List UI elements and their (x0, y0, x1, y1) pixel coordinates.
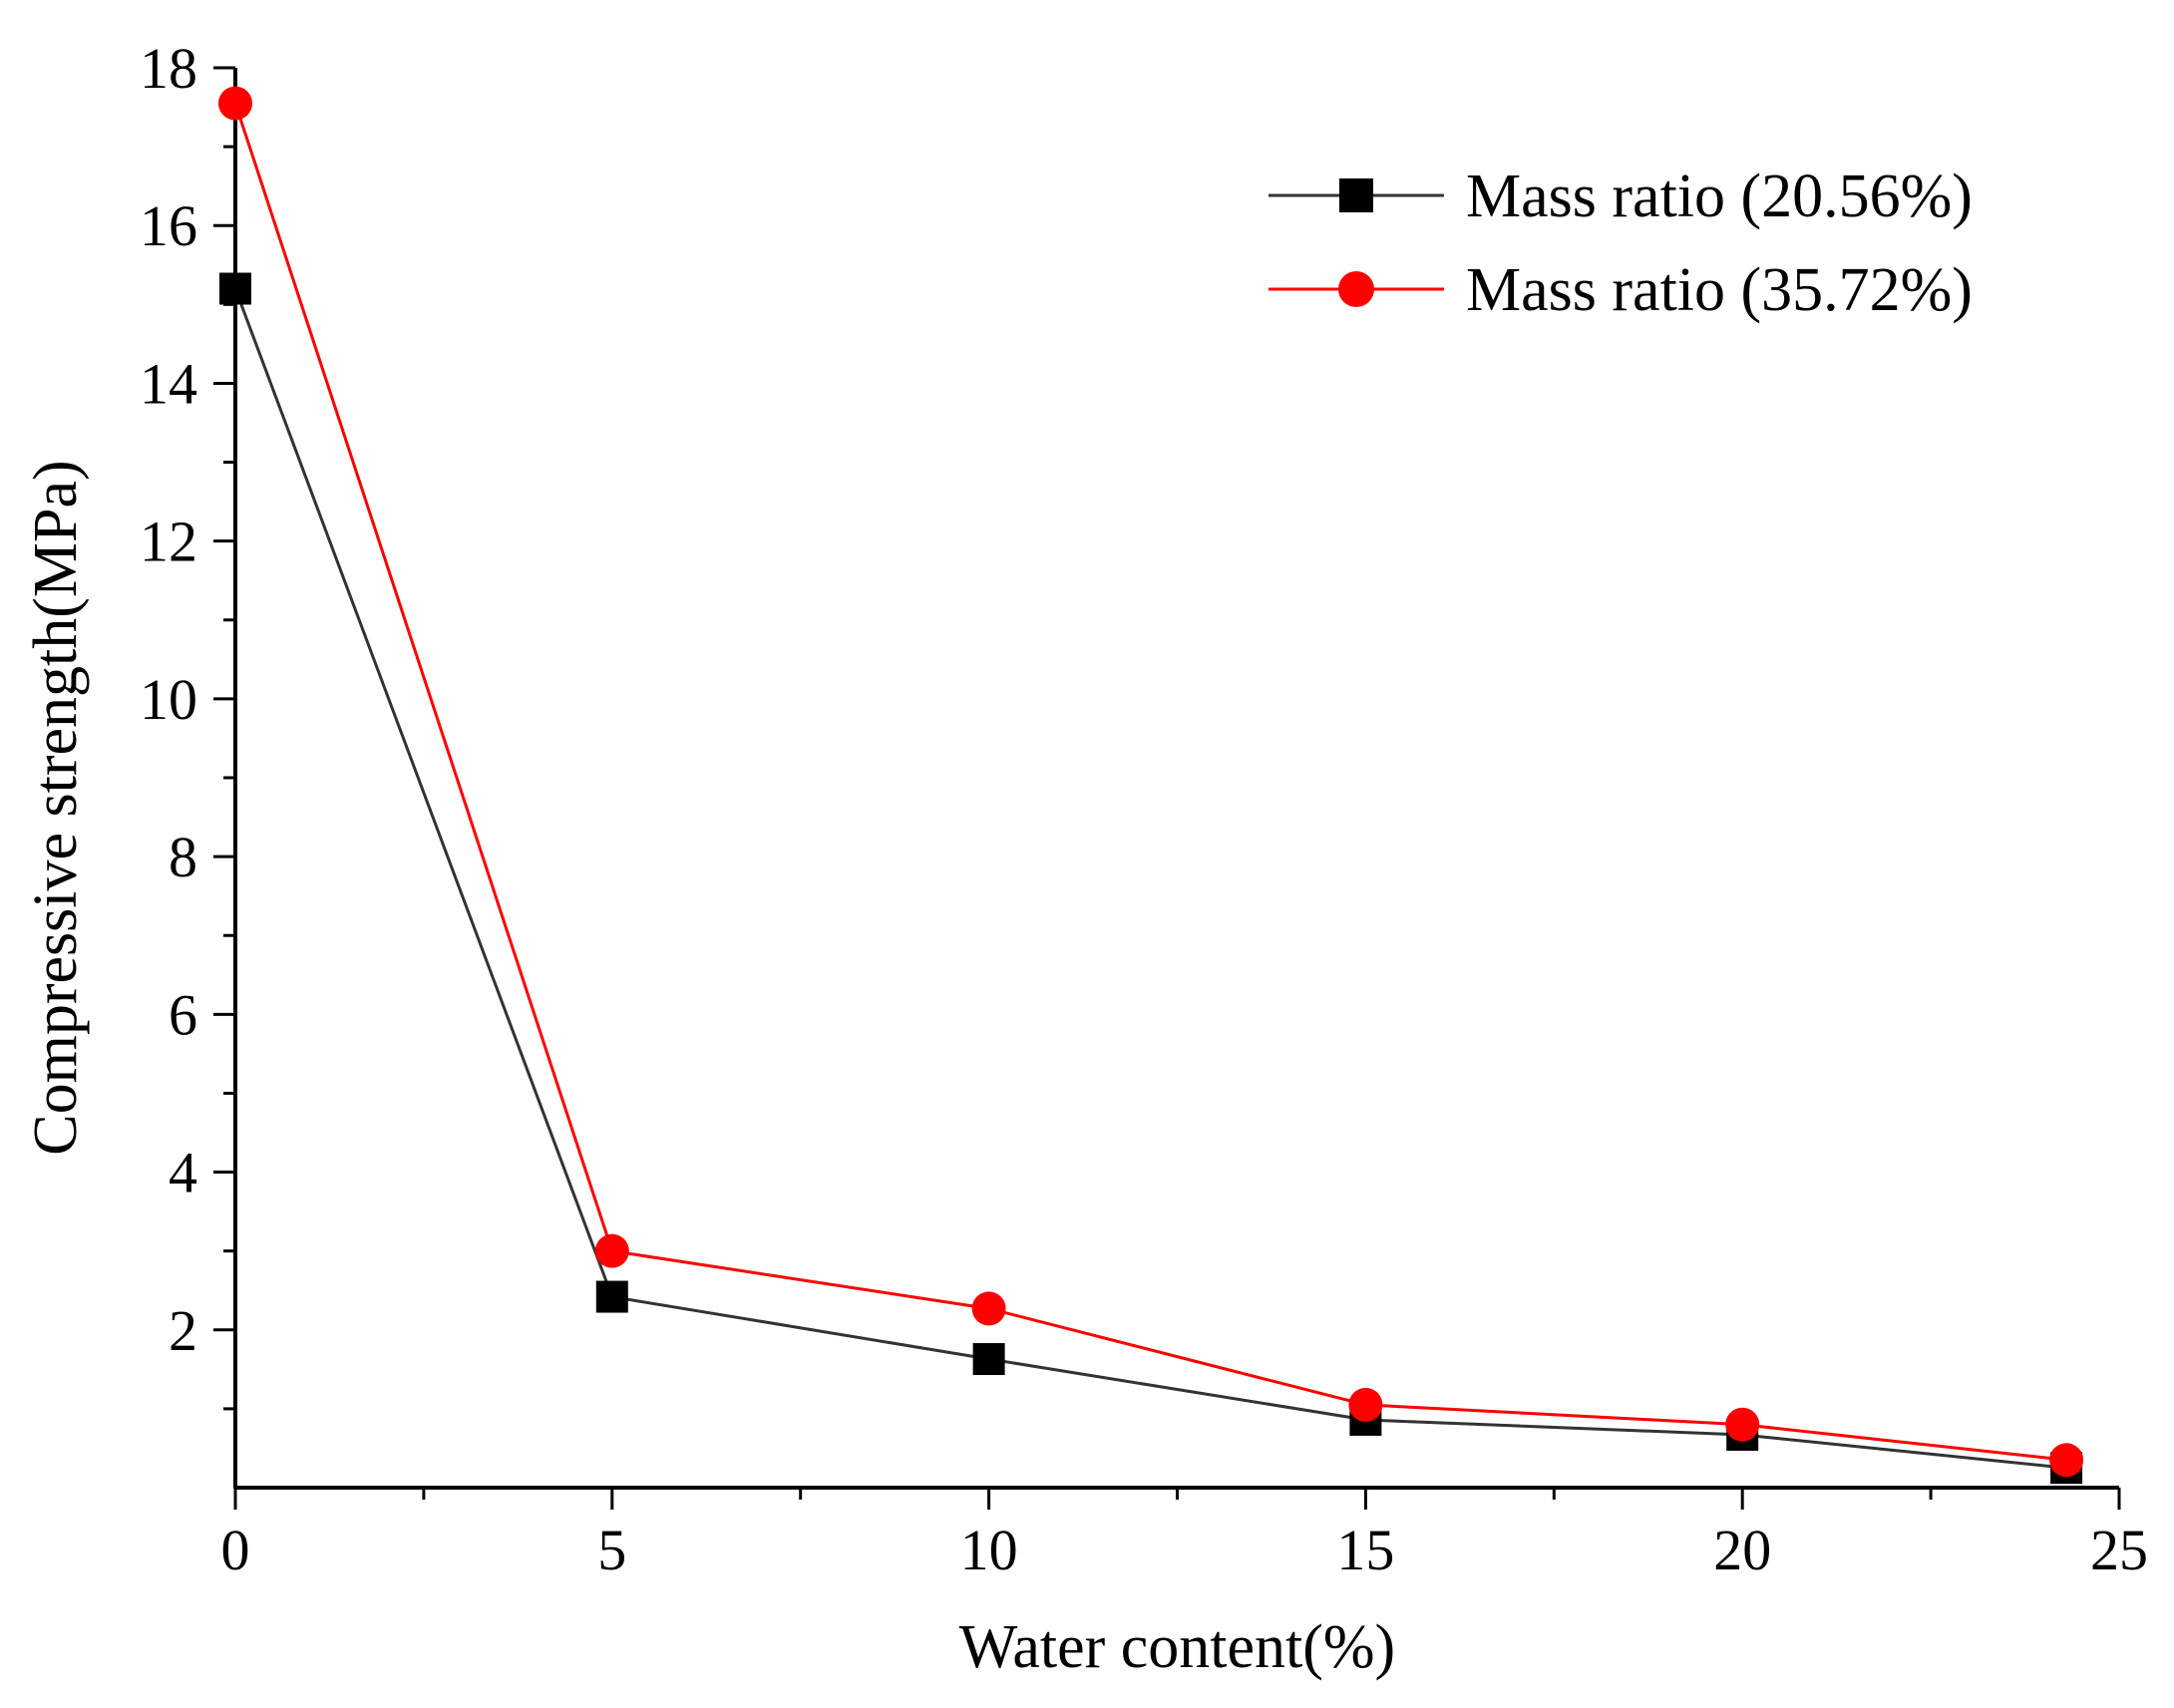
series-2-point (971, 1291, 1006, 1326)
y-tick-label: 16 (140, 193, 197, 258)
y-tick-label: 4 (169, 1141, 197, 1205)
legend: Mass ratio (20.56%) Mass ratio (35.72%) (1268, 163, 1973, 324)
x-tick-label: 15 (1336, 1518, 1394, 1582)
legend-marker-1 (1339, 178, 1373, 212)
x-axis-title: Water content(%) (959, 1613, 1395, 1681)
series-1-point (595, 1280, 628, 1313)
y-tick-label: 14 (140, 351, 197, 416)
axes: Water content(%) Compressive strength(MPa… (22, 68, 2119, 1681)
series-2-point (1348, 1387, 1383, 1422)
x-tick-label: 10 (960, 1518, 1018, 1582)
legend-marker-2 (1338, 271, 1374, 307)
x-tick-label: 20 (1713, 1518, 1771, 1582)
y-tick-label: 10 (140, 667, 197, 732)
series-2-point (218, 86, 252, 121)
series-line-2 (233, 103, 2067, 1462)
legend-label-2: Mass ratio (35.72%) (1466, 256, 1973, 324)
y-tick-label: 18 (140, 36, 197, 101)
series-1-point (972, 1343, 1005, 1376)
legend-label-1: Mass ratio (20.56%) (1466, 163, 1973, 230)
series-group (218, 86, 2084, 1485)
series-2-point (594, 1233, 629, 1268)
series-line-1 (233, 287, 2067, 1470)
x-tick-label: 25 (2090, 1518, 2148, 1582)
y-tick-label: 8 (169, 825, 197, 889)
x-tick-label: 5 (597, 1518, 626, 1582)
ticks: 0 5 10 15 20 25 2 4 6 8 10 12 14 16 18 (140, 36, 2148, 1582)
y-tick-label: 6 (169, 982, 197, 1047)
x-tick-label: 0 (221, 1518, 250, 1582)
series-2-point (1725, 1407, 1760, 1442)
series-2-point (2049, 1443, 2084, 1478)
series-1-point (219, 272, 251, 305)
y-tick-label: 2 (169, 1298, 197, 1363)
y-tick-label: 12 (140, 510, 197, 574)
y-axis-title: Compressive strength(MPa) (22, 460, 90, 1155)
